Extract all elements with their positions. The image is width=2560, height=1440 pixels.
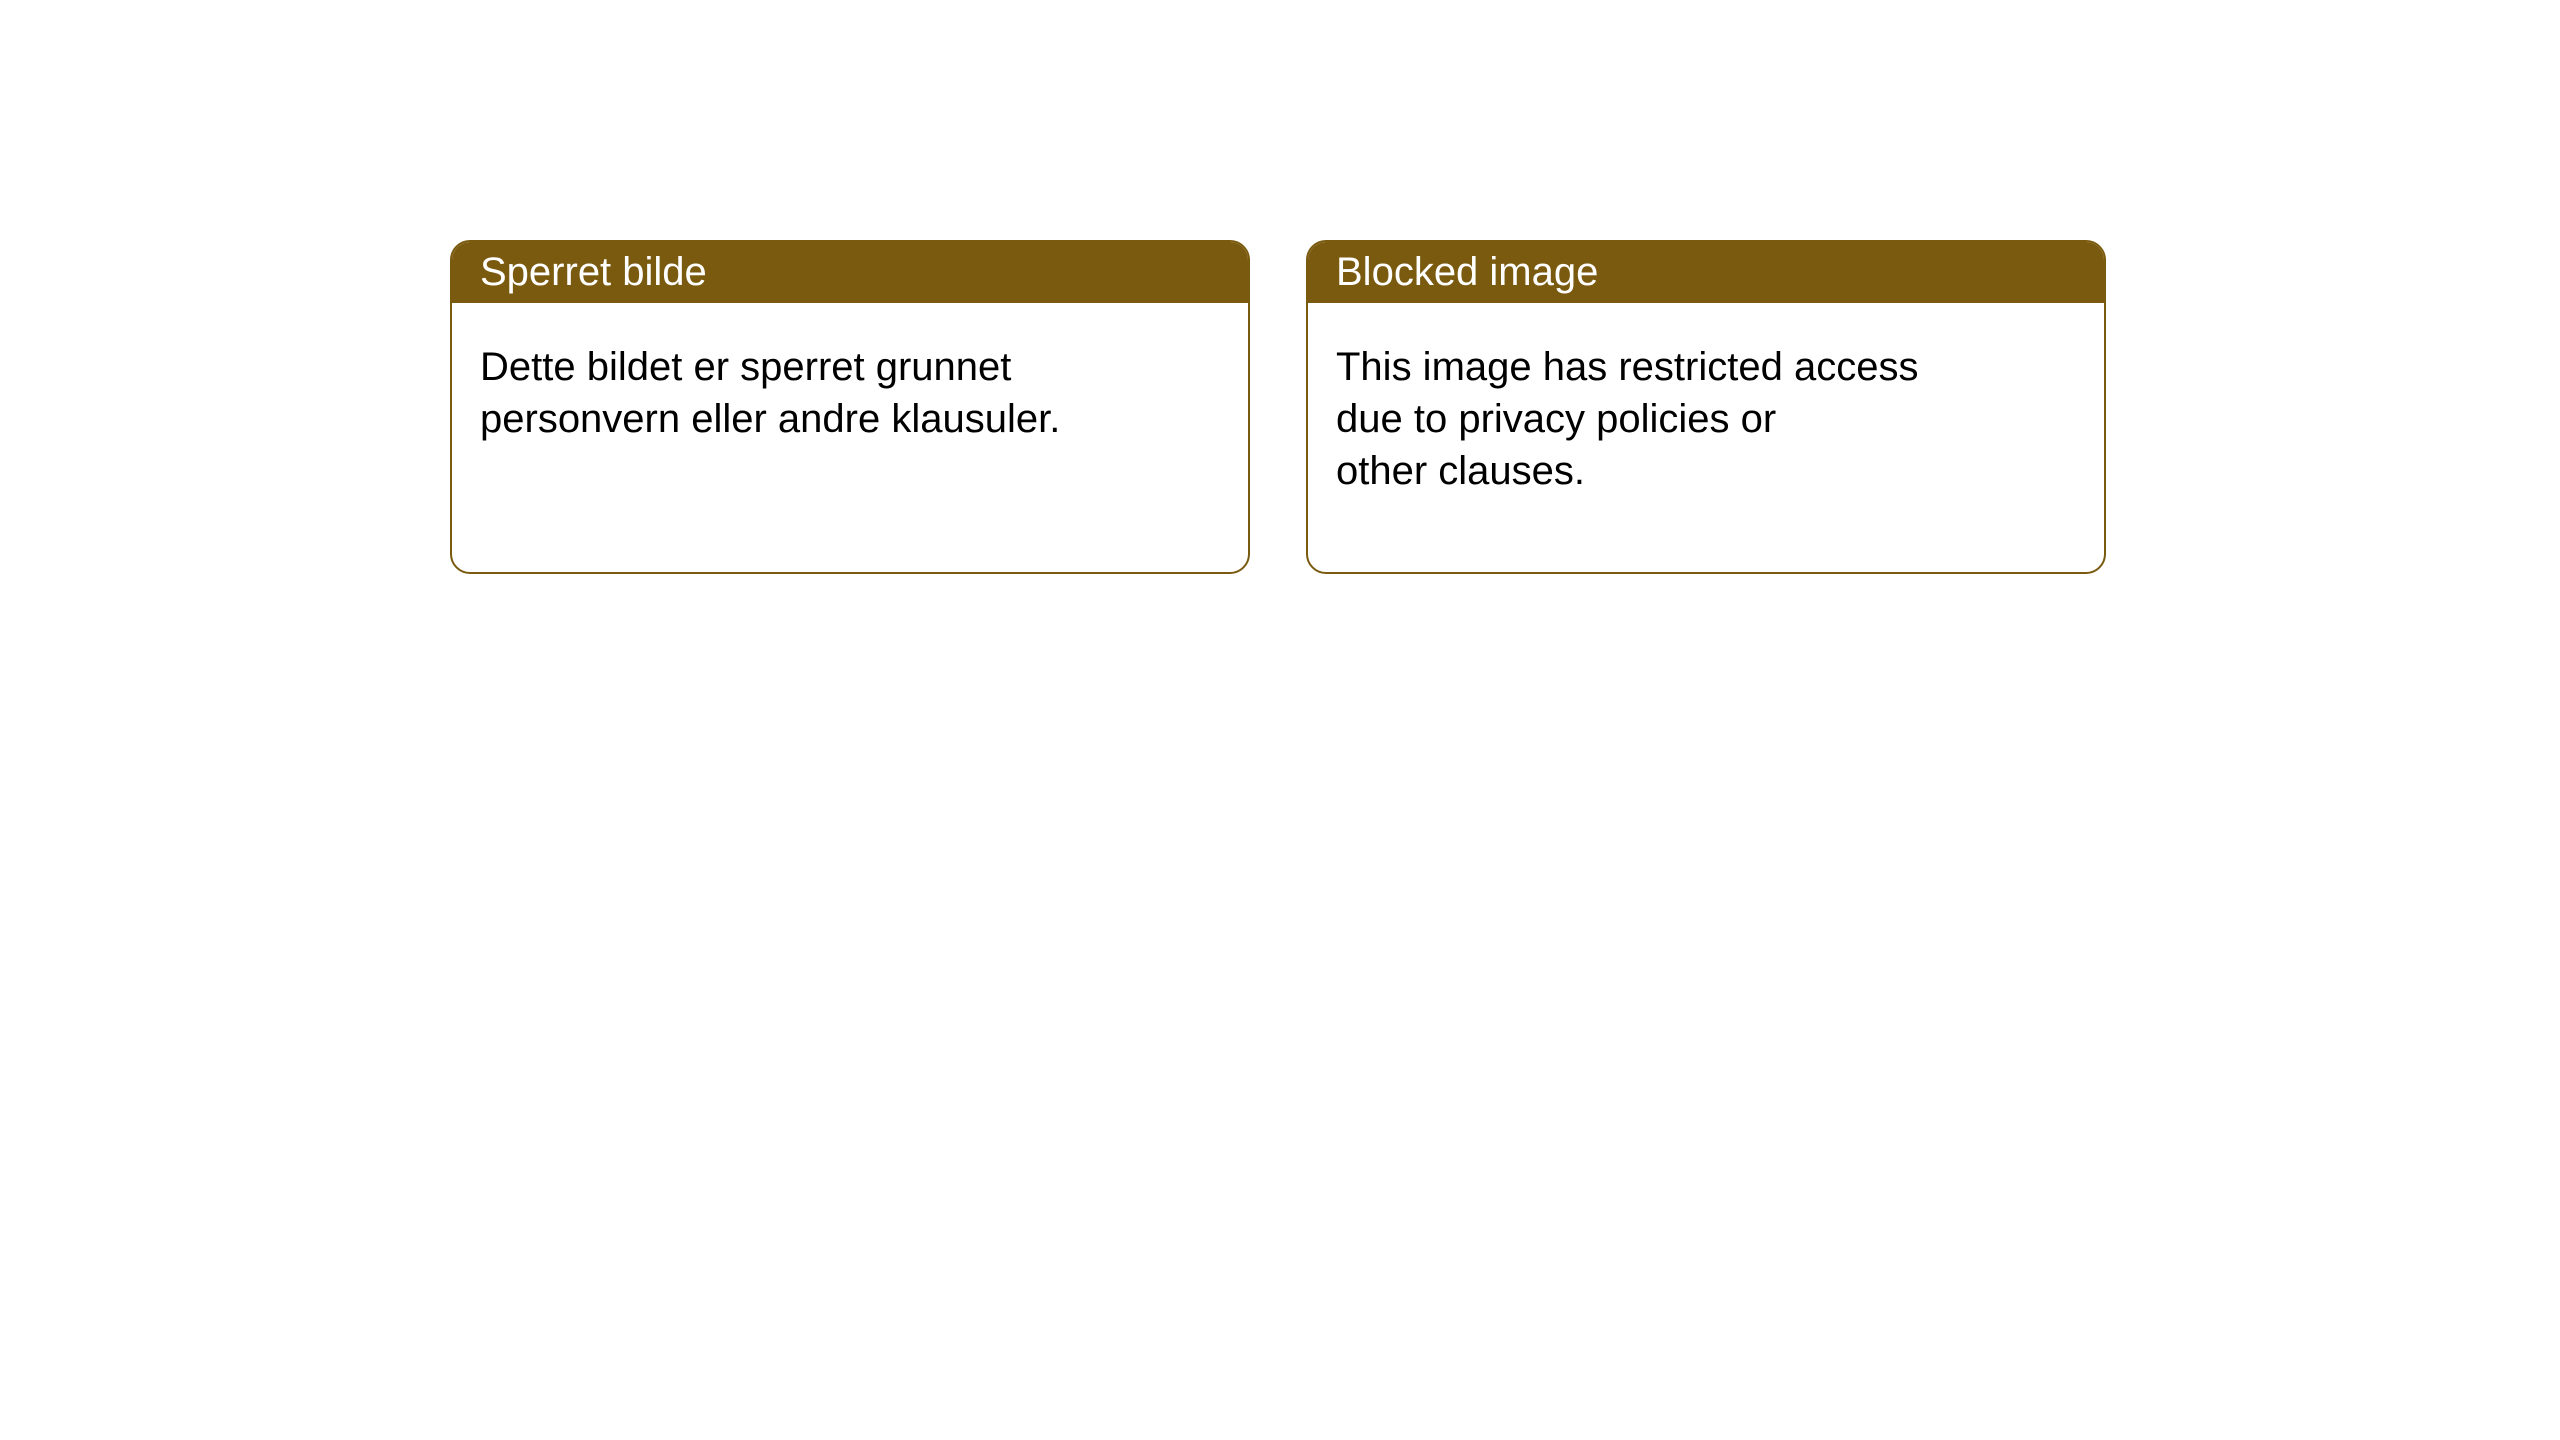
notice-body-english: This image has restricted access due to … — [1308, 303, 2104, 535]
notice-body-norwegian: Dette bildet er sperret grunnet personve… — [452, 303, 1248, 483]
notice-title-norwegian: Sperret bilde — [452, 242, 1248, 303]
notice-container: Sperret bilde Dette bildet er sperret gr… — [0, 0, 2560, 574]
notice-card-norwegian: Sperret bilde Dette bildet er sperret gr… — [450, 240, 1250, 574]
notice-title-english: Blocked image — [1308, 242, 2104, 303]
notice-card-english: Blocked image This image has restricted … — [1306, 240, 2106, 574]
